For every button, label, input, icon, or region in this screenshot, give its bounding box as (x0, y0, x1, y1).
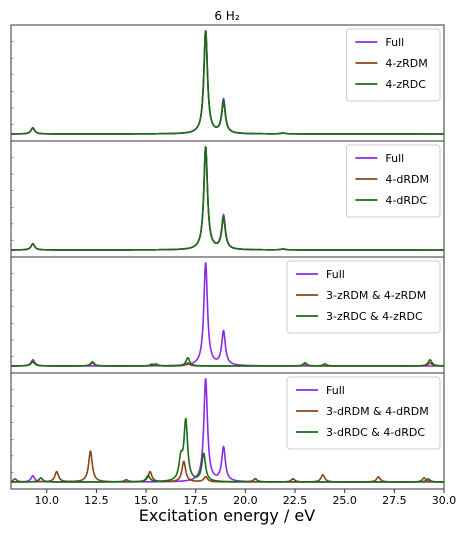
legend-box (286, 260, 441, 334)
x-tick-label: 12.5 (84, 494, 109, 507)
legend-label: 3-dRDC & 4-dRDC (326, 426, 425, 439)
legend-label: Full (326, 268, 345, 281)
legend-label: 3-zRDM & 4-zRDM (326, 289, 426, 302)
legend-box (345, 144, 441, 218)
panel-2: Full 4-dRDM 4-dRDC (10, 140, 445, 258)
x-tick-label: 27.5 (382, 494, 407, 507)
legend-label: 4-zRDM (385, 57, 427, 70)
x-axis-label: Excitation energy / eV (139, 506, 316, 525)
x-tick-label: 15.0 (134, 494, 159, 507)
panel-1: Full 4-zRDM 4-zRDC (10, 24, 445, 142)
series-line-3 (10, 30, 445, 135)
legend: Full 3-zRDM & 4-zRDM 3-zRDC & 4-zRDC (286, 260, 441, 334)
x-tick-label: 30.0 (432, 494, 457, 507)
legend: Full 3-dRDM & 4-dRDM 3-dRDC & 4-dRDC (286, 376, 441, 450)
x-tick-label: 17.5 (183, 494, 208, 507)
panel-3: Full 3-zRDM & 4-zRDM 3-zRDC & 4-zRDC (10, 256, 445, 374)
panel-4: Full 3-dRDM & 4-dRDM 3-dRDC & 4-dRDC (10, 372, 445, 490)
legend-box (286, 376, 441, 450)
series-line-3 (10, 356, 445, 367)
legend-label: 4-zRDC (385, 78, 426, 91)
x-tick-label: 22.5 (283, 494, 308, 507)
legend: Full 4-dRDM 4-dRDC (345, 144, 441, 218)
x-tick-label: 20.0 (233, 494, 258, 507)
x-tick-label: 25.0 (332, 494, 357, 507)
chart-title: 6 H₂ (214, 9, 239, 23)
legend-label: 3-zRDC & 4-zRDC (326, 310, 423, 323)
x-tick-label: 10.0 (35, 494, 60, 507)
legend-label: 4-dRDM (385, 173, 429, 186)
series-line-2 (10, 450, 445, 483)
legend-label: Full (385, 36, 404, 49)
panel-frame (10, 372, 445, 490)
legend-label: 3-dRDM & 4-dRDM (326, 405, 429, 418)
legend-label: 4-dRDC (385, 194, 427, 207)
legend: Full 4-zRDM 4-zRDC (345, 28, 441, 102)
series-line-3 (10, 146, 445, 251)
legend-label: Full (385, 152, 404, 165)
legend-label: Full (326, 384, 345, 397)
x-axis: 10.0 12.5 15.0 17.5 20.0 22.5 25.0 27.5 30.0 (35, 489, 457, 507)
panels-group: Full 4-zRDM 4-zRDC Full 4-dRDM 4-dRDC Full 3-zR… (10, 24, 445, 490)
legend-box (345, 28, 441, 102)
series-line-3 (10, 417, 445, 483)
